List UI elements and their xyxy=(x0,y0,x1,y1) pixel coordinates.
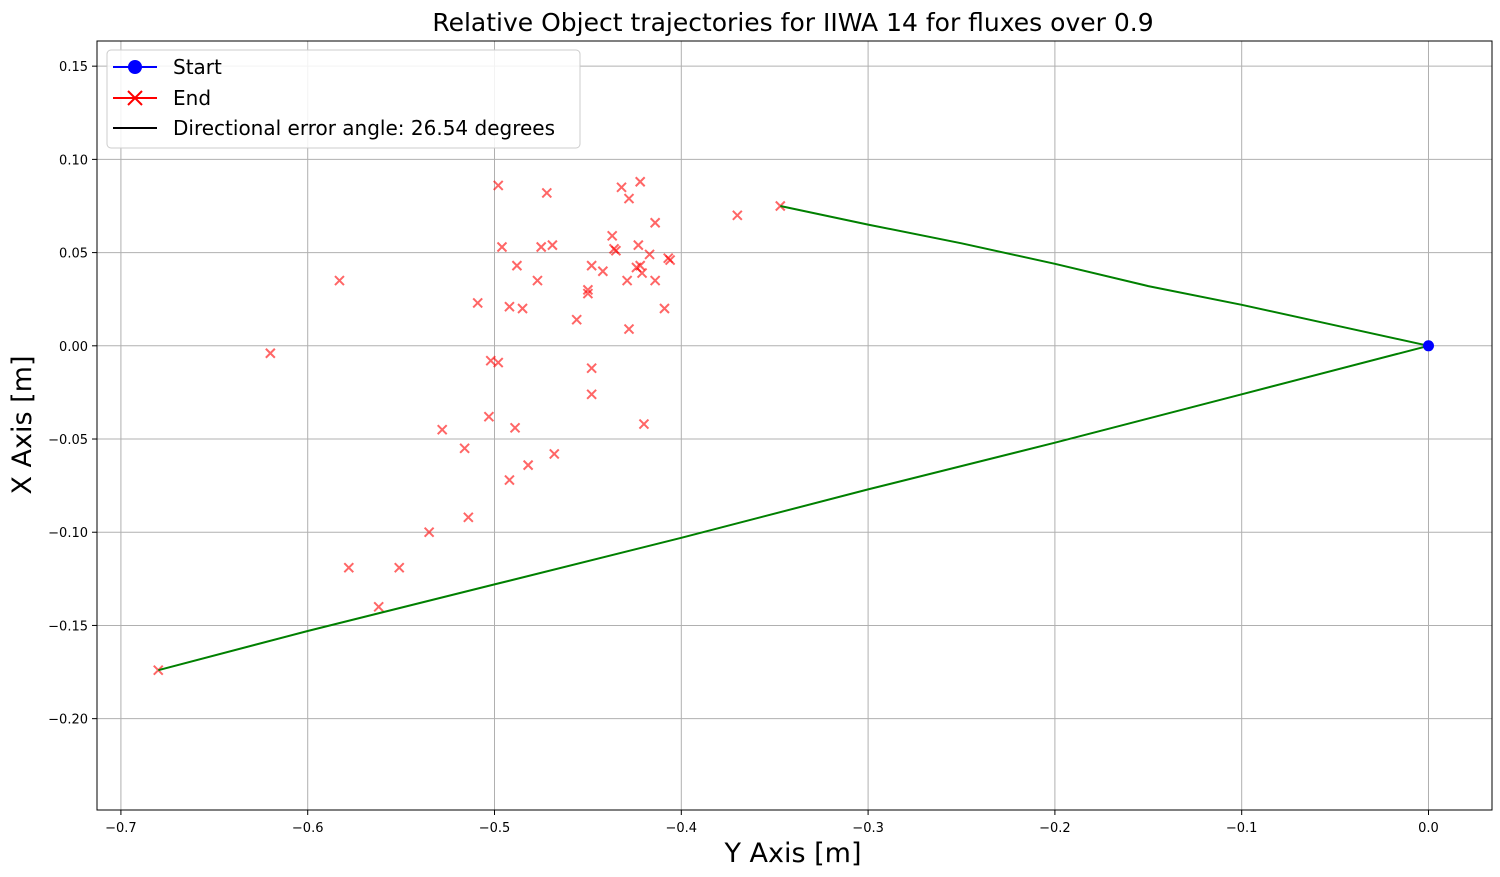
y-tick-label: −0.10 xyxy=(48,526,88,541)
end-point-marker xyxy=(610,245,622,256)
end-point-marker xyxy=(644,249,655,260)
end-point-marker xyxy=(634,260,646,271)
end-point-marker xyxy=(532,275,543,286)
x-tick-label: −0.1 xyxy=(1226,821,1258,836)
end-point-marker xyxy=(649,275,661,286)
legend-item-start: Start xyxy=(113,55,222,79)
end-point-marker xyxy=(493,180,504,191)
end-point-marker xyxy=(463,512,474,523)
end-point-marker xyxy=(649,217,661,228)
end-point-marker xyxy=(549,448,560,460)
legend-item-end: End xyxy=(113,86,211,110)
end-point-marker xyxy=(373,601,384,613)
x-tick-label: 0.0 xyxy=(1418,821,1439,836)
end-point-marker xyxy=(623,193,635,204)
x-tick-label: −0.2 xyxy=(1039,821,1071,836)
end-point-marker xyxy=(504,474,515,486)
legend-end-marker xyxy=(127,90,143,106)
start-marker xyxy=(1422,340,1434,352)
end-point-marker xyxy=(511,260,523,271)
end-point-marker xyxy=(586,389,597,400)
end-point-marker xyxy=(586,260,597,271)
end-point-marker xyxy=(659,303,670,314)
end-point-marker xyxy=(459,443,470,454)
legend-label-direction: Directional error angle: 26.54 degrees xyxy=(173,116,555,140)
y-tick-label: −0.15 xyxy=(48,619,88,634)
end-point-marker xyxy=(571,314,582,325)
end-point-marker xyxy=(541,187,553,199)
trajectory-line xyxy=(780,205,1429,347)
end-point-marker xyxy=(535,241,547,253)
end-point-marker xyxy=(522,459,534,471)
legend-start-marker xyxy=(128,60,142,74)
end-point-marker xyxy=(638,418,650,430)
end-point-marker xyxy=(483,411,495,422)
end-point-marker xyxy=(582,288,594,299)
legend-box xyxy=(106,49,581,149)
y-tick-label: −0.20 xyxy=(48,713,88,728)
end-point-marker xyxy=(334,275,345,286)
trajectory-line xyxy=(158,344,1429,672)
end-point-marker xyxy=(616,182,627,193)
end-point-marker xyxy=(621,275,633,286)
end-point-marker xyxy=(153,664,164,676)
y-tick-label: 0.00 xyxy=(59,340,88,355)
end-point-marker xyxy=(394,562,405,573)
end-point-marker xyxy=(606,230,618,242)
x-tick-label: −0.7 xyxy=(105,821,137,836)
x-axis-label: Y Axis [m] xyxy=(723,838,861,869)
y-tick-label: 0.10 xyxy=(59,153,88,168)
end-point-marker xyxy=(343,562,355,573)
grid xyxy=(97,41,1492,810)
end-point-marker xyxy=(485,355,496,366)
y-tick-label: 0.05 xyxy=(59,247,88,262)
end-point-marker xyxy=(732,210,743,221)
chart-title: Relative Object trajectories for IIWA 14… xyxy=(432,8,1153,37)
end-point-marker xyxy=(496,241,508,253)
legend: Start End Directional error angle: 26.54… xyxy=(106,49,581,149)
legend-label-end: End xyxy=(173,86,211,110)
legend-label-start: Start xyxy=(173,55,222,79)
end-point-marker xyxy=(509,422,521,434)
end-point-marker xyxy=(664,254,676,266)
end-point-marker xyxy=(472,297,483,309)
end-point-marker xyxy=(586,362,597,374)
end-point-marker xyxy=(423,527,435,538)
end-point-marker xyxy=(775,200,786,212)
y-axis-label: X Axis [m] xyxy=(7,355,38,494)
end-point-marker xyxy=(633,239,644,251)
plot-frame xyxy=(96,40,1493,811)
end-point-marker xyxy=(493,357,504,368)
y-tick-label: 0.15 xyxy=(59,60,88,75)
x-tick-label: −0.4 xyxy=(666,821,698,836)
plot-area xyxy=(153,176,1434,676)
x-tick-label: −0.3 xyxy=(852,821,884,836)
end-point-marker xyxy=(517,303,528,314)
end-point-marker xyxy=(504,301,515,312)
x-tick-label: −0.5 xyxy=(479,821,511,836)
end-point-marker xyxy=(547,239,558,251)
end-point-marker xyxy=(623,323,635,335)
y-axis-ticks: 0.15 0.10 0.05 0.00 −0.05 −0.10 −0.15 −0.20 xyxy=(48,60,97,728)
end-point-marker xyxy=(634,176,646,187)
x-tick-label: −0.6 xyxy=(292,821,324,836)
end-point-marker xyxy=(582,284,594,296)
end-point-marker xyxy=(436,424,448,435)
end-point-marker xyxy=(636,267,648,279)
end-point-marker xyxy=(597,266,609,277)
end-point-marker xyxy=(265,348,276,359)
y-tick-label: −0.05 xyxy=(48,433,88,448)
x-axis-ticks: −0.7 −0.6 −0.5 −0.4 −0.3 −0.2 −0.1 0.0 xyxy=(105,810,1439,836)
legend-item-direction: Directional error angle: 26.54 degrees xyxy=(113,116,555,140)
